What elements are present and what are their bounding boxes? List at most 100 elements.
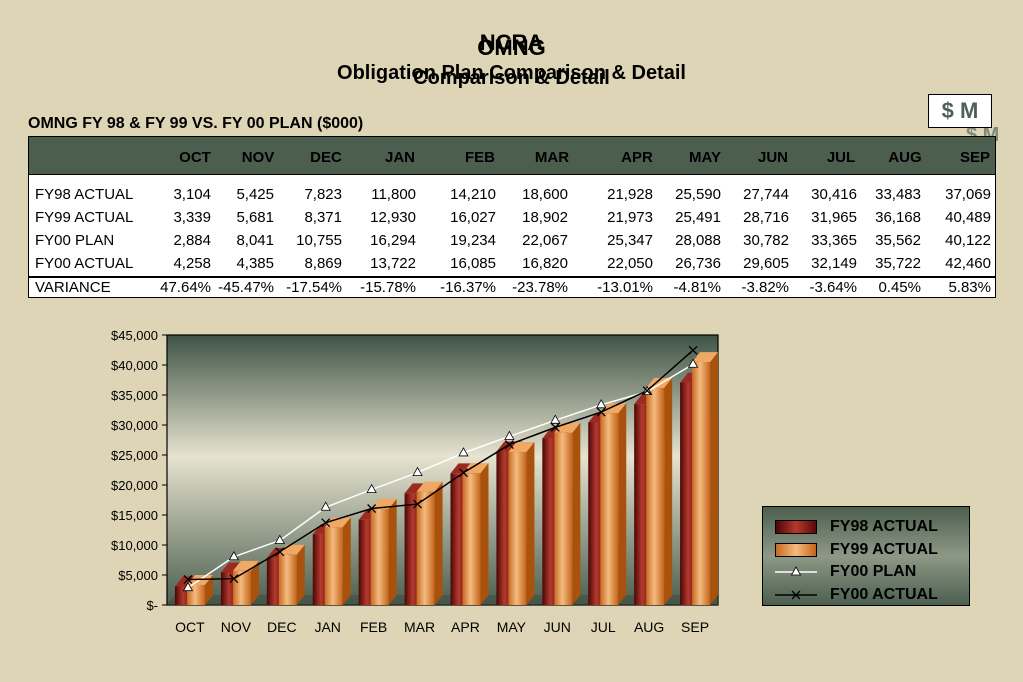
bar-fy99 bbox=[370, 508, 389, 605]
plot-floor bbox=[167, 595, 718, 605]
legend-label: FY00 ACTUAL bbox=[830, 586, 938, 603]
bar-fy99-side bbox=[296, 544, 305, 605]
bar-fy99-side bbox=[434, 481, 443, 605]
column-header-jun: JUN bbox=[757, 149, 788, 166]
table-cell: 2,884 bbox=[173, 232, 211, 249]
point-fy00-plan bbox=[550, 414, 561, 424]
bar-fy99-side bbox=[572, 422, 581, 605]
point-fy00-actual bbox=[504, 440, 514, 450]
bar-fy99-side bbox=[250, 560, 259, 605]
row-label: FY99 ACTUAL bbox=[35, 209, 134, 226]
point-fy00-actual bbox=[229, 574, 239, 584]
point-fy00-actual bbox=[596, 407, 606, 417]
point-fy00-plan bbox=[228, 550, 240, 561]
point-fy00-plan bbox=[458, 447, 469, 457]
row-label: FY98 ACTUAL bbox=[35, 186, 134, 203]
table-row: FY99 ACTUAL 3,339 5,681 8,371 12,930 16,027 18… bbox=[29, 206, 995, 229]
y-tick-label: $40,000 bbox=[111, 358, 158, 373]
bar-fy99-top bbox=[278, 544, 305, 555]
table-cell: 4,385 bbox=[236, 255, 274, 272]
column-header-oct: OCT bbox=[179, 149, 211, 166]
table-cell: 26,736 bbox=[675, 255, 721, 272]
column-header-mar: MAR bbox=[534, 149, 570, 166]
table-cell: 31,965 bbox=[811, 209, 857, 226]
chart-legend: FY98 ACTUAL FY99 ACTUAL FY00 PLAN FY00 ACTU… bbox=[762, 506, 970, 606]
point-fy00-plan bbox=[274, 534, 285, 544]
y-tick-label: $20,000 bbox=[111, 478, 158, 493]
table-cell: -3.82% bbox=[741, 279, 789, 296]
table-row: VARIANCE 47.64% -45.47% -17.54% -15.78% -16.3… bbox=[29, 276, 995, 299]
table-row: FY98 ACTUAL 3,104 5,425 7,823 11,800 14,210 18… bbox=[29, 183, 995, 206]
table-cell: 16,085 bbox=[450, 255, 496, 272]
table-cell: -16.37% bbox=[440, 279, 496, 296]
subtitle-back: Obligation Plan Comparison & Detail bbox=[337, 62, 686, 84]
table-cell: 29,605 bbox=[743, 255, 789, 272]
point-fy00-plan bbox=[596, 398, 607, 409]
table-cell: 47.64% bbox=[160, 279, 211, 296]
bar-fy99-side bbox=[480, 463, 489, 605]
x-tick-label: MAR bbox=[404, 619, 435, 635]
point-fy00-plan bbox=[412, 466, 423, 476]
table-title: OMNG FY 98 & FY 99 VS. FY 00 PLAN ($000) bbox=[28, 115, 364, 132]
table-header: OCT NOV DEC JAN FEB MAR APR MAY JUN JUL AUG SEP bbox=[29, 137, 995, 175]
table-cell: -3.64% bbox=[809, 279, 857, 296]
y-tick-label: $25,000 bbox=[111, 448, 158, 463]
legend-swatch bbox=[775, 543, 817, 557]
y-tick-label: $35,000 bbox=[111, 388, 158, 403]
table-cell: 14,210 bbox=[450, 186, 496, 203]
bar-fy99-top bbox=[416, 481, 443, 492]
x-tick-label: APR bbox=[451, 619, 480, 635]
column-header-dec: DEC bbox=[310, 149, 342, 166]
bar-fy99 bbox=[278, 554, 297, 605]
table-cell: 5.83% bbox=[948, 279, 991, 296]
x-tick-label: DEC bbox=[267, 619, 297, 635]
table-cell: 28,716 bbox=[743, 209, 789, 226]
legend-item: FY00 ACTUAL bbox=[775, 585, 965, 605]
table-cell: 5,681 bbox=[236, 209, 274, 226]
table-row: FY00 PLAN 2,884 8,041 10,755 16,294 19,234 22,… bbox=[29, 229, 995, 252]
table-cell: 19,234 bbox=[450, 232, 496, 249]
point-fy00-actual bbox=[688, 345, 698, 355]
x-tick-label: OCT bbox=[175, 619, 205, 635]
bar-fy99-side bbox=[618, 403, 627, 605]
table-cell: 22,067 bbox=[522, 232, 568, 249]
point-fy00-actual bbox=[413, 499, 423, 509]
legend-label: FY98 ACTUAL bbox=[830, 518, 938, 535]
column-header-aug: AUG bbox=[888, 149, 922, 166]
bar-fy99-side bbox=[342, 517, 351, 605]
column-header-jul: JUL bbox=[826, 149, 856, 166]
bar-fy99 bbox=[232, 570, 251, 605]
point-fy00-plan bbox=[320, 501, 331, 511]
table-cell: 18,902 bbox=[522, 209, 568, 226]
x-tick-label: SEP bbox=[681, 619, 709, 635]
table-cell: -13.01% bbox=[597, 279, 653, 296]
bar-fy99 bbox=[508, 452, 527, 605]
page-title: OMNG bbox=[477, 35, 546, 60]
point-fy00-actual bbox=[321, 518, 331, 528]
y-tick-label: $- bbox=[146, 598, 158, 613]
column-header-sep: SEP bbox=[959, 149, 990, 166]
table-cell: 35,562 bbox=[875, 232, 921, 249]
table-cell: 25,491 bbox=[675, 209, 721, 226]
table-cell: 25,590 bbox=[675, 186, 721, 203]
table-cell: 21,928 bbox=[607, 186, 653, 203]
table-cell: 32,149 bbox=[811, 255, 857, 272]
point-fy00-actual bbox=[275, 547, 285, 557]
bar-fy99-top bbox=[462, 463, 489, 474]
table-cell: 36,168 bbox=[875, 209, 921, 226]
table-cell: -4.81% bbox=[673, 279, 721, 296]
table-cell: 33,483 bbox=[875, 186, 921, 203]
x-tick-label: JAN bbox=[314, 619, 340, 635]
x-tick-label: NOV bbox=[221, 619, 252, 635]
table-cell: 37,069 bbox=[945, 186, 991, 203]
y-tick-label: $45,000 bbox=[111, 328, 158, 343]
series-line-fy00-plan bbox=[187, 363, 694, 589]
legend-marker-triangle bbox=[775, 566, 817, 576]
point-fy00-actual bbox=[367, 504, 377, 513]
x-tick-label: JUL bbox=[591, 619, 616, 635]
bar-fy99-top bbox=[324, 517, 351, 528]
table-cell: 33,365 bbox=[811, 232, 857, 249]
table-cell: 30,416 bbox=[811, 186, 857, 203]
table-cell: -23.78% bbox=[512, 279, 568, 296]
